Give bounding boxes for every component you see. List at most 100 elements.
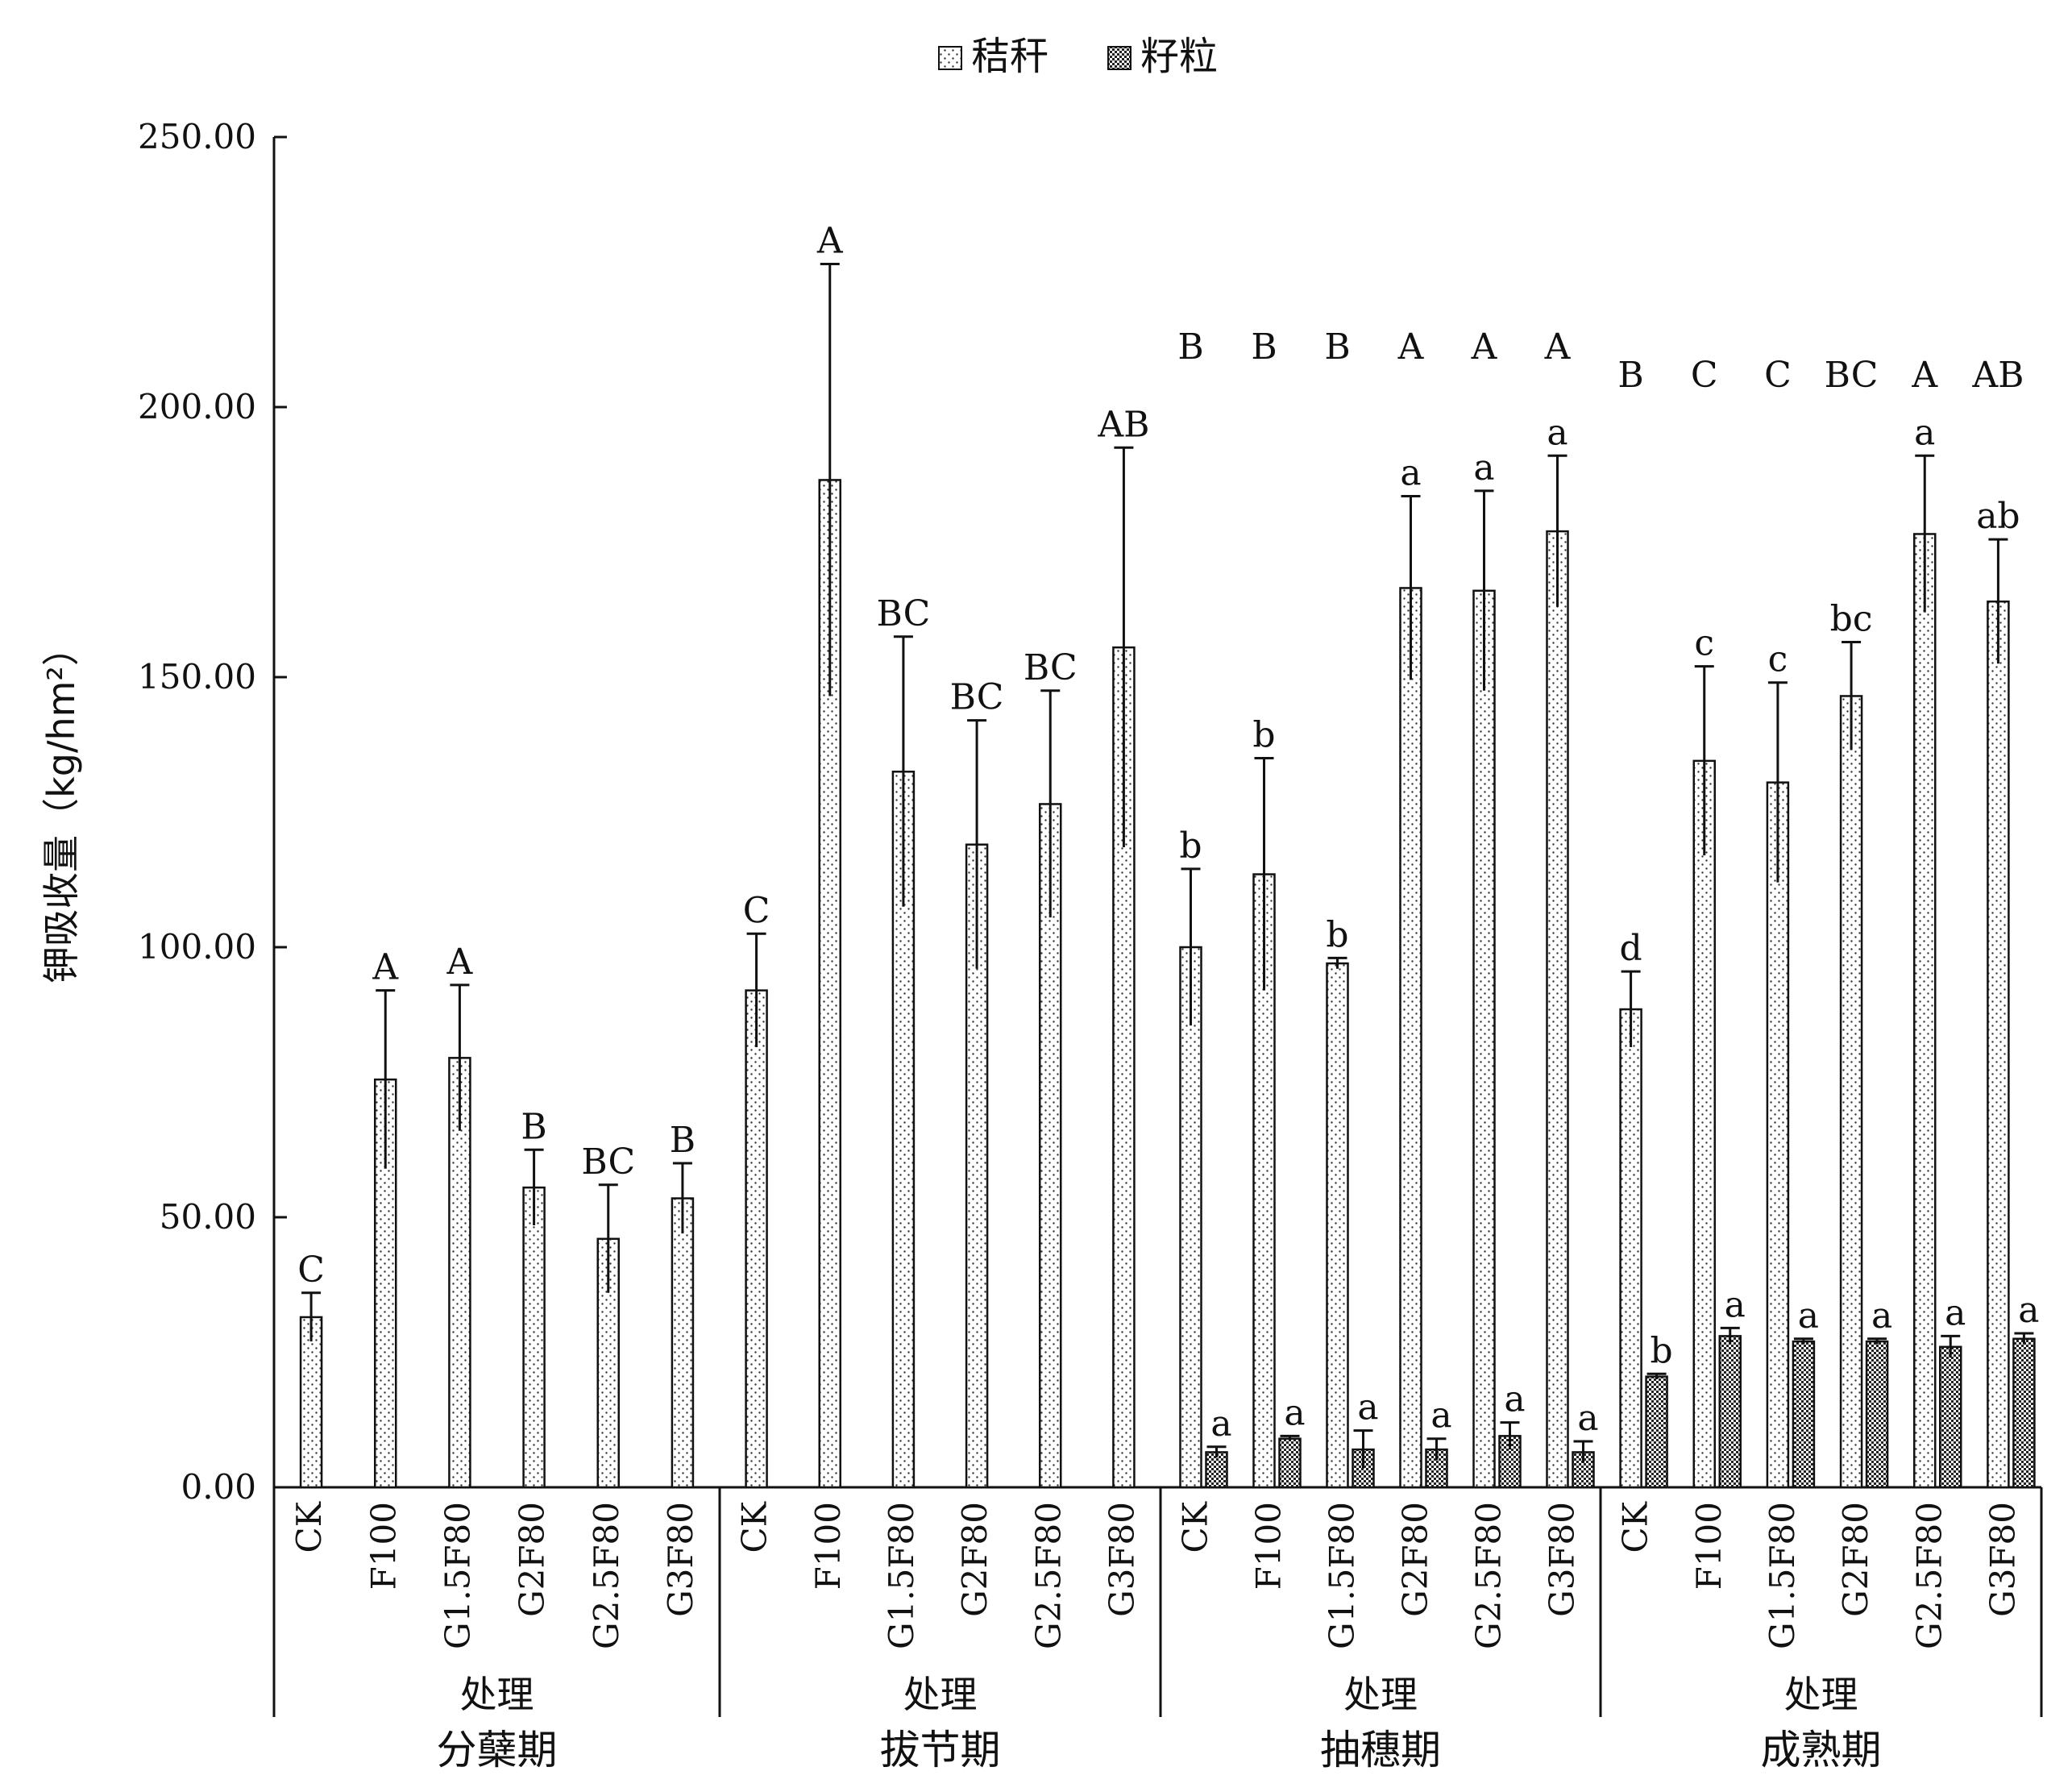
top-label-3-2: C	[1764, 355, 1792, 396]
grain-bar-2-1	[1278, 1437, 1302, 1489]
category-label-0-5: G3F80	[661, 1502, 700, 1617]
straw-error-0-5	[672, 1162, 692, 1234]
straw-error-1-3	[967, 719, 987, 969]
category-label-3-2: G1.5F80	[1763, 1502, 1802, 1649]
grain-sig-label-3-5: a	[2018, 1290, 2039, 1331]
straw-bar-3-1	[1692, 759, 1716, 1489]
straw-bar-2-2	[1326, 962, 1349, 1489]
top-label-3-4: A	[1911, 355, 1938, 396]
straw-error-2-3	[1401, 495, 1421, 680]
straw-error-3-0	[1621, 970, 1641, 1047]
category-label-1-3: G2F80	[955, 1502, 994, 1617]
group-xlabel-3: 处理	[1784, 1673, 1858, 1716]
straw-error-0-0	[301, 1291, 322, 1342]
straw-sig-label-3-3: bc	[1830, 598, 1873, 639]
straw-error-2-2	[1327, 956, 1347, 969]
straw-bar-3-3	[1839, 695, 1863, 1489]
category-label-3-5: G3F80	[1983, 1502, 2022, 1617]
category-label-3-1: F100	[1689, 1502, 1729, 1590]
category-label-1-1: F100	[808, 1502, 848, 1590]
straw-bar-2-3	[1399, 587, 1422, 1489]
category-label-2-0: CK	[1176, 1500, 1215, 1553]
straw-sig-label-2-5: a	[1547, 412, 1567, 453]
straw-sig-label-3-5: ab	[1976, 496, 2020, 537]
legend-label-0: 秸秆	[971, 34, 1048, 79]
straw-sig-label-2-3: a	[1400, 453, 1421, 494]
straw-sig-label-3-4: a	[1914, 412, 1935, 453]
straw-bar-3-4	[1913, 533, 1937, 1489]
grain-sig-label-2-4: a	[1504, 1379, 1525, 1420]
straw-sig-label-1-4: BC	[1024, 647, 1078, 688]
legend-swatch-0	[938, 46, 962, 70]
grain-bar-2-0	[1205, 1451, 1228, 1489]
straw-error-3-3	[1842, 640, 1862, 750]
significance-labels: CA ABBCBCABCBCBCABbaBbaBbaBaaAaaAaaAdbBca…	[297, 220, 2039, 1444]
group-xlabel-1: 处理	[903, 1673, 978, 1716]
straw-sig-label-1-0: C	[743, 890, 770, 931]
grain-error-2-2	[1353, 1429, 1373, 1469]
straw-error-0-4	[598, 1183, 618, 1293]
straw-sig-label-1-3: BC	[950, 677, 1004, 718]
grain-error-3-2	[1793, 1337, 1813, 1345]
category-label-2-2: G1.5F80	[1323, 1502, 1362, 1649]
straw-error-1-2	[893, 635, 913, 907]
straw-sig-label-1-1: A	[816, 220, 844, 261]
y-tick-label-5: 250.00	[138, 117, 256, 156]
straw-error-3-1	[1694, 665, 1714, 856]
y-tick-label-1: 50.00	[160, 1197, 256, 1237]
top-label-2-1: B	[1251, 326, 1277, 368]
grain-error-3-5	[2014, 1332, 2034, 1345]
straw-bar-1-4	[1039, 803, 1062, 1489]
grain-sig-label-2-5: a	[1577, 1398, 1598, 1439]
group-name-3: 成熟期	[1761, 1727, 1882, 1773]
grain-bar-3-1	[1718, 1335, 1742, 1489]
y-axis: 0.00 50.00 100.00 150.00 200.00 250.00 钾吸收量（kg…	[39, 117, 287, 1717]
grain-error-2-1	[1280, 1434, 1300, 1442]
y-axis-label: 钾吸收量（kg/hm²）	[39, 629, 83, 983]
legend-swatch-1	[1107, 46, 1132, 70]
category-label-0-2: G1.5F80	[438, 1502, 477, 1649]
top-label-2-5: A	[1544, 326, 1572, 368]
straw-error-1-0	[746, 932, 766, 1047]
straw-bar-2-5	[1546, 530, 1569, 1489]
legend: 秸秆 籽粒	[938, 34, 1218, 79]
straw-sig-label-3-0: d	[1619, 928, 1642, 969]
grain-sig-label-3-0: b	[1650, 1330, 1672, 1371]
category-label-0-1: F100	[363, 1502, 403, 1590]
category-label-3-3: G2F80	[1836, 1502, 1875, 1617]
category-label-1-5: G3F80	[1102, 1502, 1141, 1617]
category-label-2-4: G2.5F80	[1469, 1502, 1509, 1649]
category-label-1-4: G2.5F80	[1028, 1502, 1068, 1649]
straw-error-0-3	[524, 1148, 544, 1226]
straw-bar-3-5	[1987, 600, 2010, 1489]
grain-sig-label-3-2: a	[1798, 1295, 1819, 1337]
category-label-2-1: F100	[1249, 1502, 1289, 1590]
bars	[299, 262, 2036, 1489]
straw-sig-label-0-2: A	[446, 942, 474, 983]
y-tick-label-4: 200.00	[138, 387, 256, 426]
grain-bar-3-2	[1792, 1340, 1816, 1489]
group-name-1: 拔节期	[880, 1727, 1001, 1773]
top-label-2-4: A	[1471, 326, 1498, 368]
straw-sig-label-1-5: AB	[1097, 404, 1149, 445]
straw-bar-0-3	[522, 1186, 546, 1489]
straw-error-1-1	[820, 262, 840, 696]
straw-error-2-5	[1547, 454, 1567, 607]
straw-bar-2-4	[1472, 589, 1496, 1489]
group-name-2: 抽穗期	[1320, 1727, 1441, 1773]
category-label-3-0: CK	[1616, 1500, 1655, 1553]
grain-bar-2-3	[1425, 1448, 1448, 1489]
legend-label-1: 籽粒	[1140, 34, 1218, 79]
straw-error-0-2	[450, 983, 470, 1131]
straw-sig-label-0-4: BC	[581, 1141, 635, 1183]
grain-bar-3-4	[1939, 1345, 1962, 1489]
straw-bar-1-0	[745, 989, 768, 1489]
grain-bar-3-3	[1865, 1340, 1889, 1489]
top-label-3-1: C	[1691, 355, 1718, 396]
grain-error-2-0	[1206, 1445, 1227, 1458]
straw-error-3-2	[1767, 681, 1788, 883]
straw-sig-label-2-4: a	[1473, 447, 1494, 489]
y-tick-label-2: 100.00	[138, 927, 256, 967]
straw-error-1-4	[1040, 689, 1061, 918]
